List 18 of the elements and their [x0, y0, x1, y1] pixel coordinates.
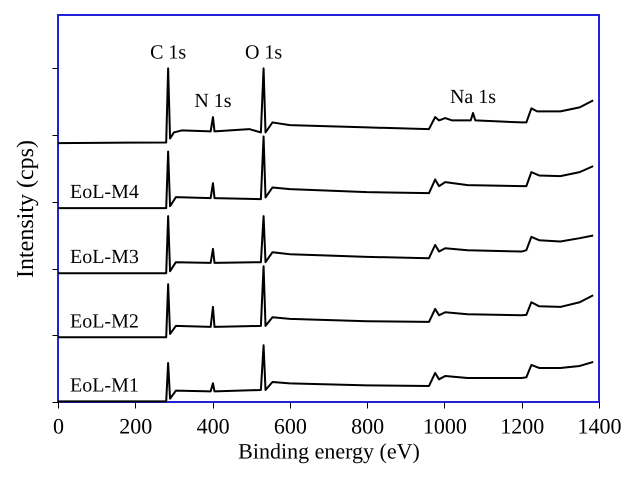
annotation: C 1s: [150, 41, 186, 64]
x-tick-label: 400: [196, 414, 230, 438]
x-axis-title: Binding energy (eV): [238, 438, 420, 464]
x-tick-label: 1400: [578, 414, 622, 438]
annotation: Na 1s: [450, 86, 496, 108]
series-label: EoL-M2: [70, 310, 139, 332]
annotation: N 1s: [194, 90, 232, 112]
x-tick-label: 1200: [500, 414, 544, 438]
series-label: EoL-M1: [70, 374, 139, 396]
x-tick-label: 200: [119, 414, 152, 438]
legend-label: EoL-M4: [70, 181, 139, 204]
x-tick-label: 1000: [422, 414, 467, 438]
y-axis-title: Intensity (cps): [13, 140, 39, 278]
legend-label: EoL-M3: [70, 246, 139, 268]
x-tick-label: 0: [53, 414, 64, 438]
x-tick-label: 800: [351, 414, 384, 438]
x-tick-label: 600: [274, 414, 307, 438]
annotation: O 1s: [244, 41, 282, 64]
